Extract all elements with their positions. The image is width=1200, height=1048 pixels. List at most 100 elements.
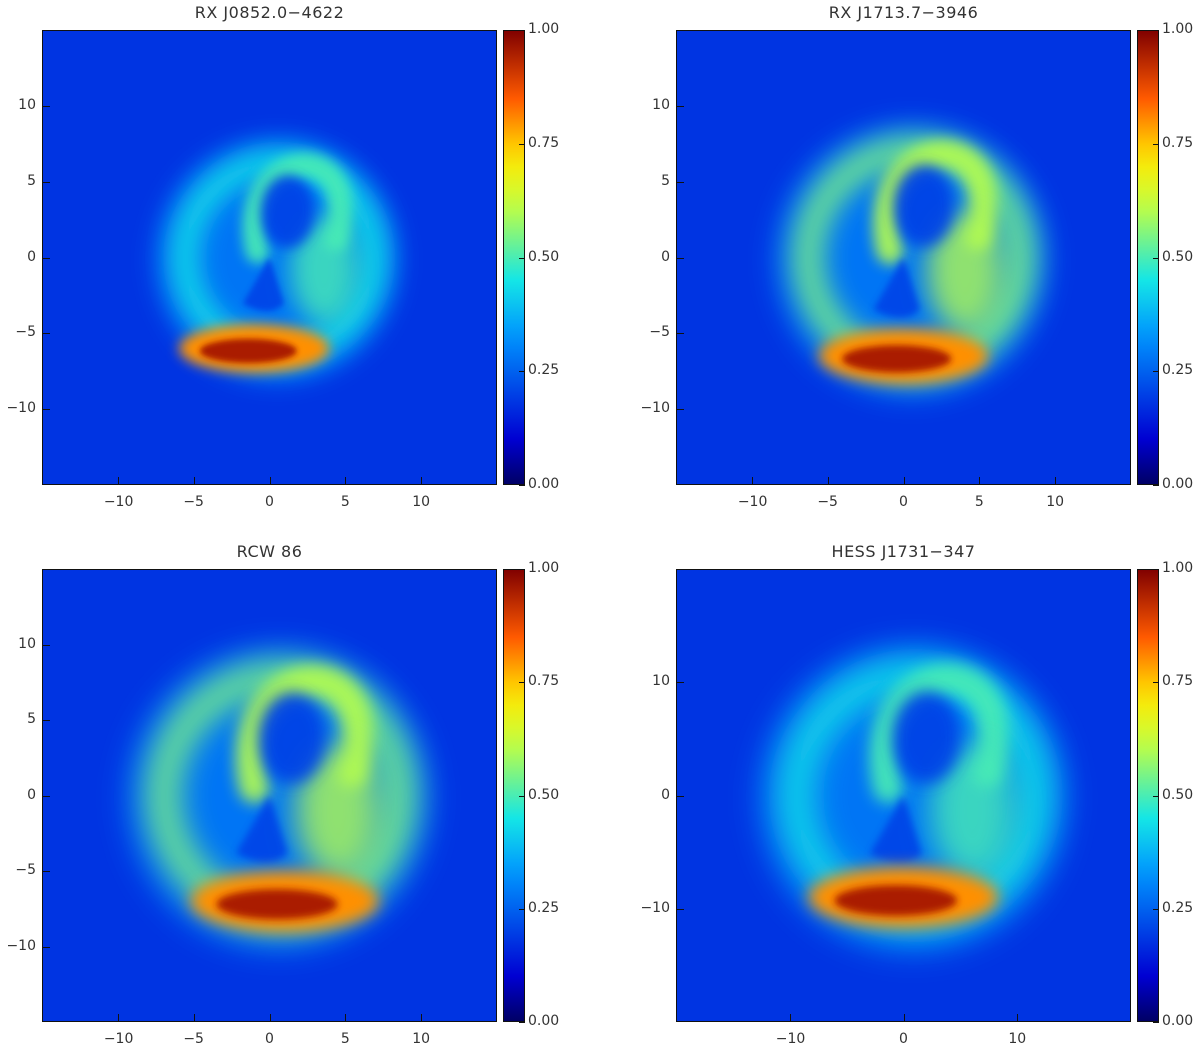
x-tick-label: −5 bbox=[183, 494, 204, 510]
x-tick-mark bbox=[789, 1014, 791, 1022]
y-tick-mark bbox=[676, 908, 684, 910]
heatmap-svg bbox=[42, 569, 497, 1022]
x-tick-mark bbox=[1017, 1014, 1019, 1022]
colorbar-tick-mark bbox=[519, 682, 525, 684]
central-lobe bbox=[869, 795, 922, 864]
x-tick-mark bbox=[751, 477, 753, 485]
x-tick-label: −10 bbox=[775, 1031, 806, 1047]
colorbar-tick-label: 0.00 bbox=[1162, 1013, 1194, 1029]
heatmap-svg bbox=[676, 569, 1131, 1022]
colorbar-tick-label: 1.00 bbox=[528, 560, 560, 576]
y-tick-label: −5 bbox=[649, 324, 670, 341]
x-tick-label: −10 bbox=[103, 494, 134, 510]
x-tick-label: 0 bbox=[265, 1031, 274, 1047]
colorbar-tick-mark bbox=[1153, 795, 1159, 797]
colorbar-tick-mark bbox=[519, 1022, 525, 1023]
x-tick-mark bbox=[269, 1014, 271, 1022]
colorbar-tick-label: 0.75 bbox=[1162, 673, 1194, 690]
colorbar-tick-mark bbox=[519, 908, 525, 910]
y-tick-mark bbox=[676, 682, 684, 684]
colorbar-tick-mark bbox=[1153, 908, 1159, 910]
colorbar-tick-mark bbox=[519, 371, 525, 373]
heatmap-plot-area bbox=[676, 30, 1131, 485]
colorbar-tick-label: 0.00 bbox=[528, 1013, 560, 1029]
x-tick-mark bbox=[1055, 477, 1057, 485]
y-tick-mark bbox=[676, 333, 684, 335]
x-tick-mark bbox=[903, 477, 905, 485]
colorbar-tick-mark bbox=[1153, 371, 1159, 373]
x-tick-label: 0 bbox=[899, 494, 908, 510]
y-tick-label: 0 bbox=[661, 248, 670, 265]
heatmap-plot-area bbox=[42, 30, 497, 485]
x-tick-label: −5 bbox=[817, 494, 838, 510]
y-tick-mark bbox=[676, 795, 684, 797]
heatmap-svg bbox=[42, 30, 497, 485]
x-tick-label: 5 bbox=[340, 494, 350, 510]
x-tick-label: −10 bbox=[103, 1031, 134, 1047]
x-tick-mark bbox=[193, 1014, 195, 1022]
y-tick-mark bbox=[676, 257, 684, 259]
colorbar-tick-label: 1.00 bbox=[1162, 560, 1194, 576]
colorbar-tick-label: 1.00 bbox=[528, 21, 560, 37]
peak-emission bbox=[216, 889, 338, 920]
peak-emission bbox=[199, 338, 297, 364]
peak-emission bbox=[834, 885, 958, 916]
spiral-filament bbox=[242, 153, 353, 264]
x-tick-label: 5 bbox=[974, 494, 984, 510]
y-tick-label: 10 bbox=[18, 635, 36, 652]
colorbar-tick-label: 0.00 bbox=[528, 476, 560, 492]
x-tick-mark bbox=[421, 1014, 423, 1022]
colorbar-tick-label: 0.00 bbox=[1162, 476, 1194, 492]
y-tick-mark bbox=[42, 795, 50, 797]
x-tick-label: 10 bbox=[1008, 1031, 1027, 1047]
colorbar-tick-label: 0.50 bbox=[528, 786, 560, 803]
central-cavity bbox=[893, 164, 955, 247]
colorbar-tick-label: 0.25 bbox=[1162, 362, 1194, 379]
emission-region bbox=[290, 215, 359, 325]
y-tick-label: 0 bbox=[27, 248, 36, 265]
y-tick-label: 0 bbox=[661, 786, 670, 803]
x-tick-label: 10 bbox=[412, 494, 431, 510]
y-tick-label: 0 bbox=[27, 786, 36, 803]
heatmap-svg bbox=[676, 30, 1131, 485]
central-lobe bbox=[242, 257, 285, 311]
spiral-filament bbox=[235, 665, 374, 804]
colorbar-tick-label: 1.00 bbox=[1162, 21, 1194, 37]
colorbar-tick-mark bbox=[519, 257, 525, 259]
peak-emission bbox=[842, 345, 952, 373]
x-tick-label: 10 bbox=[412, 1031, 431, 1047]
colorbar-tick-label: 0.50 bbox=[528, 248, 560, 265]
heatmap-plot-area bbox=[42, 569, 497, 1022]
x-tick-mark bbox=[345, 477, 347, 485]
x-tick-mark bbox=[903, 1014, 905, 1022]
y-tick-label: 10 bbox=[652, 96, 670, 113]
central-lobe bbox=[873, 257, 920, 318]
y-tick-mark bbox=[42, 181, 50, 183]
y-tick-label: −10 bbox=[6, 937, 36, 954]
colorbar-tick-label: 0.75 bbox=[528, 134, 560, 151]
colorbar-tick-mark bbox=[1153, 569, 1159, 570]
y-tick-mark bbox=[42, 644, 50, 646]
x-tick-label: 0 bbox=[899, 1031, 908, 1047]
y-tick-mark bbox=[42, 333, 50, 335]
y-tick-label: 5 bbox=[661, 172, 670, 189]
chart-title: RCW 86 bbox=[236, 542, 303, 561]
colorbar-tick-mark bbox=[1153, 257, 1159, 259]
x-tick-label: −5 bbox=[183, 1031, 204, 1047]
y-tick-label: −5 bbox=[15, 324, 36, 341]
colorbar-tick-label: 0.25 bbox=[1162, 899, 1194, 916]
chart-title: RX J0852.0−4622 bbox=[194, 3, 345, 22]
emission-region bbox=[926, 209, 1004, 333]
colorbar-tick-mark bbox=[519, 569, 525, 570]
x-tick-mark bbox=[345, 1014, 347, 1022]
emission-region bbox=[929, 741, 1016, 880]
y-tick-label: 10 bbox=[18, 96, 36, 113]
x-tick-mark bbox=[117, 1014, 119, 1022]
colorbar-tick-mark bbox=[1153, 1022, 1159, 1023]
y-tick-label: −10 bbox=[6, 400, 36, 417]
y-tick-label: −10 bbox=[640, 400, 670, 417]
colorbar-tick-mark bbox=[519, 30, 525, 31]
y-tick-mark bbox=[42, 720, 50, 721]
chart-title: RX J1713.7−3946 bbox=[828, 3, 979, 22]
y-tick-mark bbox=[42, 105, 50, 107]
